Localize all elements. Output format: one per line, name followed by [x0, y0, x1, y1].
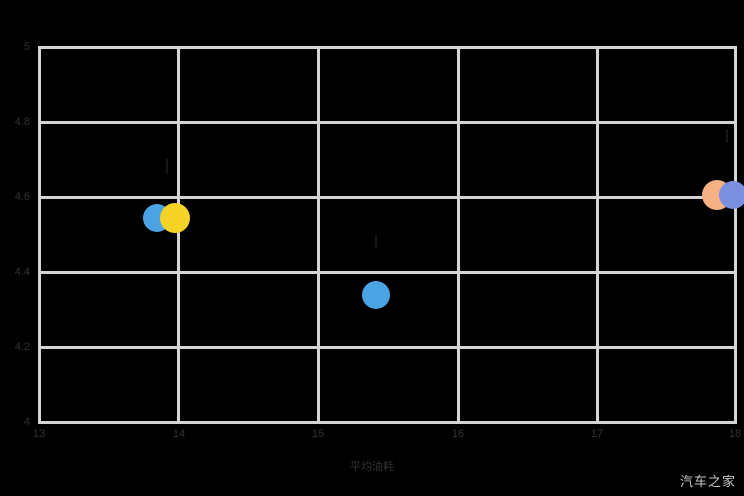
x-tick-label: 18 — [728, 428, 742, 440]
y-tick-label: 4.2 — [14, 341, 30, 353]
gridline-horizontal — [38, 421, 737, 424]
data-point-bubble[interactable] — [718, 181, 744, 210]
y-tick-label: 4.6 — [14, 191, 30, 203]
gridline-horizontal — [38, 121, 737, 124]
y-tick-label: 4 — [23, 416, 30, 428]
gridline-vertical — [596, 46, 599, 424]
gridline-horizontal — [38, 46, 737, 49]
data-point-bubble[interactable] — [160, 202, 190, 233]
y-tick-label: 4.4 — [14, 266, 30, 278]
x-tick-label: 17 — [590, 428, 604, 440]
annotation-leader-line — [375, 235, 377, 249]
x-tick-label: 14 — [172, 428, 186, 440]
x-tick-label: 16 — [451, 428, 465, 440]
gridline-vertical — [38, 46, 41, 424]
gridline-horizontal — [38, 271, 737, 274]
gridline-vertical — [177, 46, 180, 424]
x-tick-label: 15 — [311, 428, 325, 440]
plot-area — [38, 46, 744, 424]
gridline-vertical — [457, 46, 460, 424]
y-tick-label: 4.8 — [14, 116, 30, 128]
gridline-vertical — [317, 46, 320, 424]
x-axis-title: 平均油耗 — [350, 461, 394, 473]
x-tick-label: 13 — [32, 428, 46, 440]
y-tick-label: 5 — [23, 41, 30, 53]
annotation-leader-line — [726, 129, 728, 144]
annotation-leader-line — [166, 159, 168, 174]
watermark: 汽车之家 — [679, 475, 736, 490]
y-axis-tick-labels: 5 4.8 4.6 4.4 4.2 4 — [0, 0, 34, 496]
gridline-horizontal — [38, 346, 737, 349]
gridline-horizontal — [38, 196, 737, 199]
gridline-vertical — [734, 46, 737, 424]
data-point-bubble[interactable] — [362, 281, 391, 310]
